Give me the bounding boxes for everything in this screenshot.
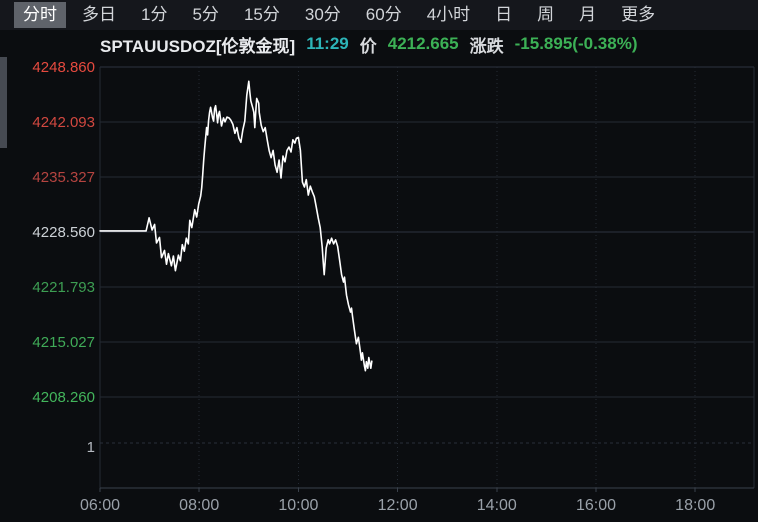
x-axis-label: 14:00 <box>477 497 517 514</box>
symbol-name: SPTAUUSDOZ[伦敦金现] <box>100 36 296 56</box>
volume-pane <box>99 442 754 492</box>
tab-week[interactable]: 周 <box>537 5 555 24</box>
price-line <box>99 80 373 372</box>
tab-more[interactable]: 更多 <box>621 5 656 24</box>
x-axis-label: 16:00 <box>576 497 616 514</box>
x-axis-label: 06:00 <box>80 497 120 514</box>
interval-tabbar: 分时 多日 1分 5分 15分 30分 60分 4小时 日 周 月 更多 <box>0 0 758 30</box>
quote-time: 11:29 <box>306 34 349 53</box>
left-scrollbar-thumb[interactable] <box>0 57 7 148</box>
tab-4hour[interactable]: 4小时 <box>426 5 471 24</box>
tab-month[interactable]: 月 <box>579 5 597 24</box>
tab-1min[interactable]: 1分 <box>141 5 168 24</box>
change-value: -15.895(-0.38%) <box>514 34 638 53</box>
x-axis-label: 18:00 <box>675 497 715 514</box>
x-axis-label: 08:00 <box>179 497 219 514</box>
tab-multiday[interactable]: 多日 <box>82 5 116 24</box>
chart-borders <box>99 67 755 488</box>
y-axis-label: 4235.327 <box>32 169 95 186</box>
x-gridlines <box>99 67 696 488</box>
x-axis-label: 12:00 <box>378 497 418 514</box>
y-axis-label: 4215.027 <box>32 334 95 351</box>
y-axis-label: 4208.260 <box>32 389 95 406</box>
y-axis-label: 4248.860 <box>32 59 95 76</box>
tab-60min[interactable]: 60分 <box>365 5 402 24</box>
volume-axis-label: 1 <box>87 439 95 456</box>
price-label: 价 <box>359 36 377 56</box>
y-axis-label: 4228.560 <box>32 224 95 241</box>
y-gridlines <box>100 66 754 398</box>
y-axis-labels: 4248.860 4242.093 4235.327 4228.560 4221.793… <box>32 59 95 456</box>
tab-intraday[interactable]: 分时 <box>14 2 66 28</box>
change-label: 涨跌 <box>469 36 504 56</box>
tab-15min[interactable]: 15分 <box>243 5 280 24</box>
tab-30min[interactable]: 30分 <box>304 5 341 24</box>
tab-5min[interactable]: 5分 <box>192 5 219 24</box>
tab-day[interactable]: 日 <box>495 5 513 24</box>
y-axis-label: 4242.093 <box>32 114 95 131</box>
y-axis-label: 4221.793 <box>32 279 95 296</box>
x-axis-label: 10:00 <box>278 497 318 514</box>
x-axis-labels: 06:00 08:00 10:00 12:00 14:00 16:00 18:00 <box>80 497 715 514</box>
quote-header: SPTAUUSDOZ[伦敦金现] 11:29 价 4212.665 涨跌 -15… <box>0 30 758 58</box>
price-value: 4212.665 <box>387 34 459 53</box>
